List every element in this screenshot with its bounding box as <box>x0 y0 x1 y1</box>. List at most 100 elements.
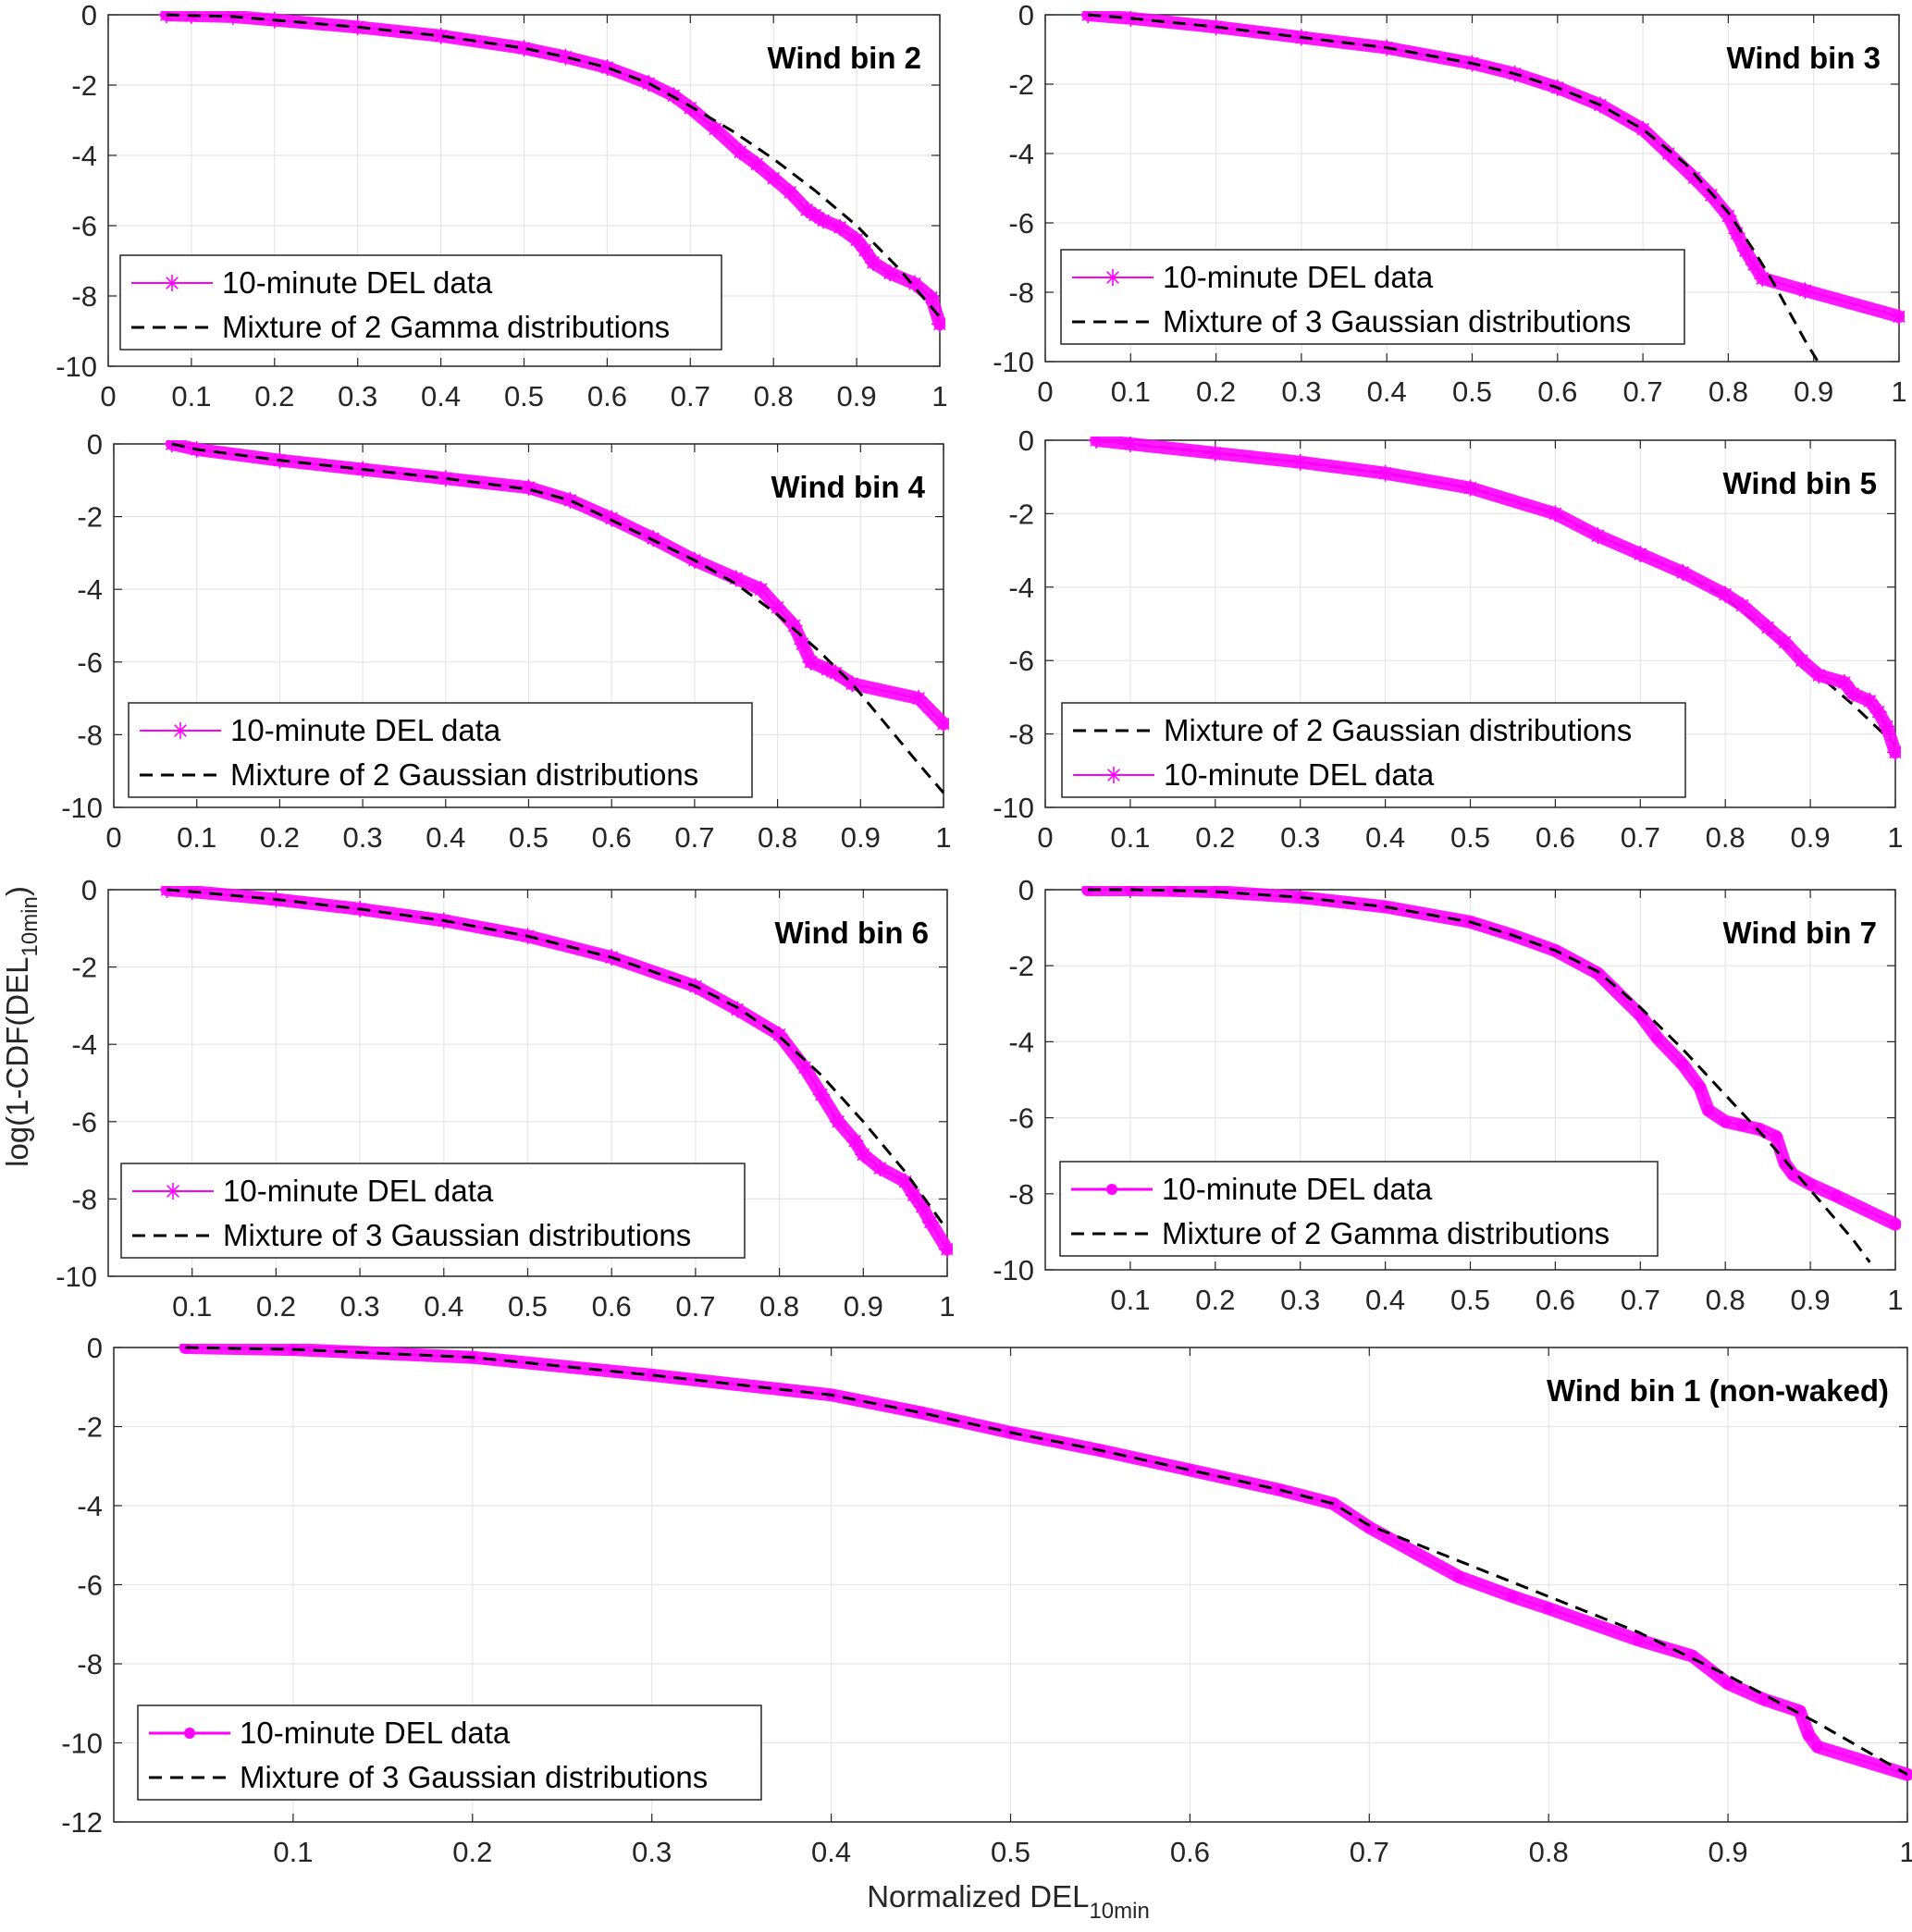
data-point <box>765 169 783 187</box>
y-axis-label-sub: 10min <box>18 896 43 956</box>
data-point <box>1745 256 1763 273</box>
x-tick-label: 0.5 <box>504 380 544 412</box>
x-tick-label: 0.1 <box>171 380 211 412</box>
x-tick-label: 0 <box>100 380 116 412</box>
plot-content <box>1079 11 1905 362</box>
legend-label: 10-minute DEL data <box>222 265 493 300</box>
y-tick-label: -6 <box>1008 645 1034 677</box>
x-tick-label: 0.8 <box>1706 821 1745 854</box>
x-tick-label: 0.2 <box>260 821 300 854</box>
data-point <box>646 1369 658 1381</box>
x-tick-label: 0.3 <box>632 1836 672 1868</box>
data-point <box>1812 1741 1824 1753</box>
y-tick-label: 0 <box>1018 425 1034 457</box>
data-point <box>1274 1483 1286 1495</box>
data-point <box>1124 886 1136 895</box>
data-point <box>802 653 820 671</box>
data-point <box>598 59 616 76</box>
y-tick-label: -6 <box>1008 207 1034 240</box>
y-tick-label: 0 <box>1018 874 1034 906</box>
x-tick-label: 0.6 <box>1536 1284 1575 1316</box>
legend-asterisk-marker-icon <box>164 275 180 291</box>
data-point <box>1796 282 1814 300</box>
legend-box <box>120 1163 746 1259</box>
data-point <box>707 120 724 138</box>
y-tick-label: 0 <box>81 874 97 906</box>
legend-box <box>1059 1161 1659 1257</box>
plot-content <box>1081 886 1901 1263</box>
data-point <box>1776 634 1794 651</box>
legend-label: 10-minute DEL data <box>223 1174 494 1208</box>
x-tick-label: 0.1 <box>273 1836 313 1868</box>
data-point <box>1861 692 1879 709</box>
data-point <box>1294 892 1306 904</box>
data-point <box>1805 1178 1817 1190</box>
y-tick-label: -6 <box>77 646 103 679</box>
x-tick-label: 0.4 <box>1365 821 1405 854</box>
legend-box <box>119 254 722 351</box>
data-point <box>1659 145 1677 162</box>
data-point <box>796 1059 813 1077</box>
x-tick-label: 1 <box>1899 1836 1912 1868</box>
data-point <box>727 570 745 587</box>
x-tick-label: 0.6 <box>1536 821 1575 854</box>
x-tick-label: 0 <box>1037 821 1053 854</box>
x-tick-label: 0.8 <box>754 380 794 412</box>
data-point <box>1793 652 1810 670</box>
y-tick-label: 0 <box>1018 0 1034 31</box>
legend-label: Mixture of 3 Gaussian distributions <box>223 1218 691 1252</box>
y-axis-label-close: ) <box>0 886 34 896</box>
x-axis-label-sub: 10min <box>1089 1899 1149 1924</box>
data-point <box>871 1159 889 1176</box>
x-tick-label: 0.3 <box>1280 1284 1320 1316</box>
data-point <box>1376 464 1394 482</box>
x-tick-label: 0.9 <box>844 1290 883 1323</box>
data-point <box>812 1086 830 1103</box>
data-point <box>923 289 941 306</box>
y-tick-label: -6 <box>1008 1102 1034 1135</box>
data-point <box>1166 886 1178 896</box>
data-point <box>855 1146 872 1163</box>
data-point <box>857 241 874 259</box>
data-point <box>1717 585 1734 603</box>
data-point <box>921 1213 939 1231</box>
panel-title: Wind bin 2 <box>767 41 921 75</box>
data-point <box>827 664 845 682</box>
data-point <box>1543 1603 1555 1615</box>
legend-label: 10-minute DEL data <box>1164 757 1435 792</box>
data-point <box>557 48 574 66</box>
x-tick-label: 0.5 <box>1450 821 1490 854</box>
legend-asterisk-marker-icon <box>1105 767 1122 783</box>
legend-asterisk-marker-icon <box>165 1183 181 1200</box>
data-point <box>1779 1157 1791 1169</box>
data-point <box>1736 1119 1748 1131</box>
legend-label: 10-minute DEL data <box>1163 260 1434 294</box>
data-point <box>1547 505 1564 523</box>
data-point <box>179 1344 191 1353</box>
data-point <box>1733 597 1751 614</box>
data-point <box>1507 1591 1519 1603</box>
x-tick-label: 0.2 <box>1196 375 1236 408</box>
data-point <box>1887 744 1901 761</box>
data-series-line <box>166 14 941 325</box>
fit-series-line <box>166 13 942 318</box>
legend-label: Mixture of 2 Gamma distributions <box>222 310 670 344</box>
x-tick-label: 1 <box>939 1290 955 1323</box>
y-axis-label-main: log(1-CDF(DEL <box>0 957 34 1167</box>
data-point <box>1890 1218 1901 1230</box>
x-tick-label: 0.5 <box>1450 1284 1490 1316</box>
data-point <box>640 75 658 92</box>
y-tick-label: -2 <box>1008 68 1034 101</box>
data-point <box>1291 453 1309 471</box>
data-point <box>729 1001 746 1018</box>
x-tick-label: 0.6 <box>1537 375 1577 408</box>
data-point <box>1754 270 1771 287</box>
x-tick-label: 0.7 <box>1623 375 1663 408</box>
y-tick-label: 0 <box>81 0 97 31</box>
legend: 10-minute DEL data Mixture of 2 Gamma dis… <box>119 254 722 351</box>
plot-content <box>163 440 949 794</box>
x-tick-label: 0.7 <box>1621 821 1660 854</box>
x-tick-label: 0.4 <box>1367 375 1407 408</box>
data-point <box>846 1132 864 1150</box>
